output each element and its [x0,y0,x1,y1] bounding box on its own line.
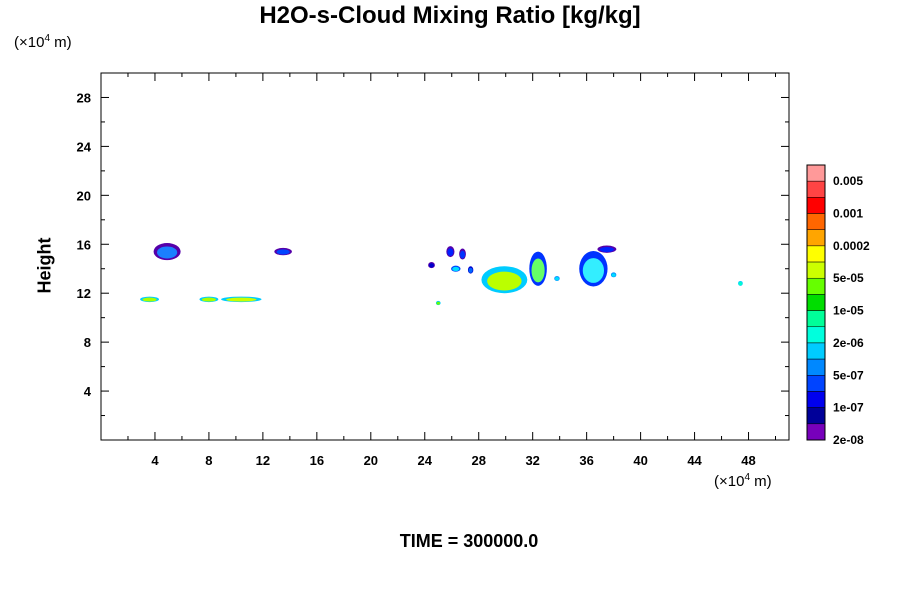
cloud-17 [738,280,743,286]
y-tick-label: 4 [84,384,92,399]
cloud-core-10 [487,271,522,291]
x-tick-label: 28 [471,453,485,468]
x-tick-label: 24 [418,453,433,468]
y-unit-suffix: m) [50,34,72,51]
colorbar-swatch [806,358,826,376]
cloud-core-11 [531,258,545,283]
cloud-core-9 [468,267,473,273]
colorbar-swatch [806,261,826,279]
y-axis-unit: (×104 m) [14,33,72,51]
colorbar-swatch [806,197,826,214]
colorbar-label: 2e-06 [833,336,864,350]
cloud-core-16 [436,301,441,305]
x-axis-unit: (×104 m) [714,472,772,490]
y-tick-label: 12 [77,286,91,301]
cloud-core-14 [554,277,559,281]
x-unit-prefix: (×10 [714,473,745,490]
cloud-9 [467,266,474,274]
colorbar-label: 0.005 [833,174,863,188]
x-tick-label: 20 [364,453,378,468]
colorbar-label: 0.001 [833,207,863,221]
colorbar-swatch [806,164,826,182]
cloud-core-0 [156,246,178,259]
x-tick-label: 48 [741,453,755,468]
colorbar-swatch [806,423,826,441]
x-tick-label: 32 [525,453,539,468]
colorbar-swatch [806,375,826,392]
cloud-core-17 [738,281,743,286]
y-tick-label: 20 [77,188,91,203]
colorbar-label: 1e-07 [833,401,864,415]
x-tick-label: 44 [687,453,702,468]
cloud-2 [140,296,160,303]
cloud-11 [529,251,547,286]
colorbar-frame [806,164,826,441]
cloud-core-12 [582,258,605,283]
cloud-5 [446,246,455,258]
time-prefix: TIME = [399,531,464,551]
cloud-core-7 [428,263,435,268]
chart-title: H2O-s-Cloud Mixing Ratio [kg/kg] [259,2,641,29]
cloud-16 [435,300,441,306]
cloud-core-3 [201,297,217,302]
time-value: 300000.0 [463,531,539,551]
colorbar-label: 2e-08 [833,433,864,447]
y-tick-label: 8 [84,335,91,350]
cloud-core-4 [226,297,257,302]
cloud-core-13 [599,246,614,253]
x-tick-label: 8 [205,453,212,468]
cloud-10 [481,266,528,294]
cloud-core-1 [276,249,290,255]
colorbar-swatch [806,342,826,360]
x-unit-exponent: 4 [744,472,751,483]
colorbar-swatch [806,326,826,344]
colorbar-swatch [806,213,826,230]
cloud-15 [610,272,617,278]
cloud-0 [153,243,181,261]
y-tick-label: 24 [77,139,92,154]
colorbar-label: 1e-05 [833,304,864,318]
cloud-core-6 [460,250,466,259]
colorbar-label: 0.0002 [833,239,870,253]
colorbar-swatch [806,310,826,328]
colorbar-swatch [806,277,826,295]
cloud-core-5 [447,248,454,257]
cloud-6 [459,248,466,260]
x-tick-label: 36 [579,453,593,468]
colorbar: 0.005 0.001 0.0002 5e-05 1e-05 2e-06 5e-07 1e-0… [806,164,870,447]
x-tick-label: 16 [310,453,324,468]
cloud-4 [221,296,262,303]
colorbar-swatch [806,229,826,247]
colorbar-label: 5e-05 [833,271,864,285]
x-unit-suffix: m) [750,473,772,490]
x-tick-label: 40 [633,453,647,468]
plot-frame [100,72,790,441]
colorbar-swatch [806,180,826,198]
y-tick-label: 16 [77,237,91,252]
colorbar-swatch [806,391,826,408]
cloud-13 [597,245,617,253]
colorbar-swatch [806,245,826,263]
cloud-14 [554,276,560,281]
cloud-8 [451,265,461,272]
cloud-1 [274,247,292,256]
cloud-12 [579,250,608,287]
x-tick-label: 12 [256,453,270,468]
cloud-3 [199,296,219,303]
time-label: TIME = 300000.0 [0,531,900,552]
cloud-fields [140,243,743,306]
y-unit-exponent: 4 [44,33,51,44]
cloud-core-15 [611,273,616,277]
cloud-core-8 [452,266,460,272]
colorbar-label: 5e-07 [833,368,864,382]
cloud-core-2 [142,297,157,302]
y-unit-prefix: (×10 [14,34,45,51]
colorbar-swatch [806,294,826,311]
x-tick-label: 4 [151,453,159,468]
colorbar-swatch [806,407,826,425]
y-tick-label: 28 [77,90,91,105]
cloud-7 [428,262,435,269]
